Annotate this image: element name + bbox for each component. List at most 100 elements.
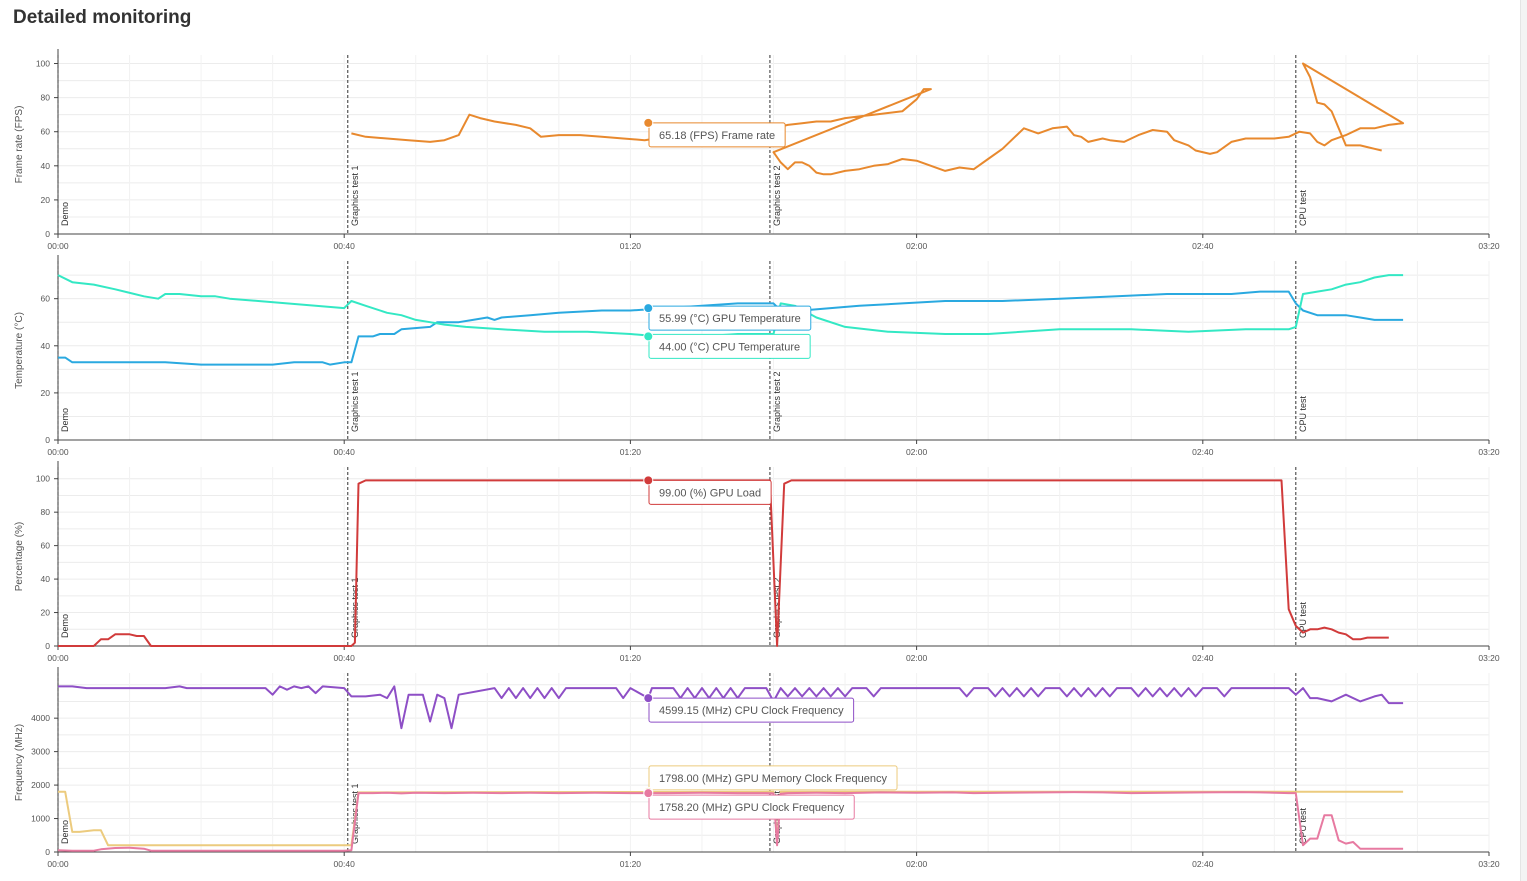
tooltip: 55.99 (°C) GPU Temperature <box>648 305 812 331</box>
y-tick-label: 2000 <box>31 780 50 790</box>
test-marker-label: CPU test <box>1298 807 1308 844</box>
tooltip-box <box>648 122 786 148</box>
y-tick-label: 20 <box>41 608 51 618</box>
y-tick-label: 20 <box>41 195 51 205</box>
x-tick-label: 03:20 <box>1478 241 1500 251</box>
y-tick-label: 60 <box>41 294 51 304</box>
x-tick-label: 01:20 <box>620 447 642 457</box>
chart-fps: 0 20 40 60 80 100 00:00 00:40 01:20 02:00 02:40 03:… <box>14 49 1500 251</box>
tooltip-box <box>648 697 855 723</box>
series-line-gpu-load <box>58 479 1389 647</box>
hover-point <box>643 788 654 799</box>
x-tick-label: 02:00 <box>906 859 928 869</box>
x-tick-label: 02:40 <box>1192 859 1214 869</box>
y-axis-label: Percentage (%) <box>14 522 25 591</box>
y-tick-label: 60 <box>41 127 51 137</box>
x-tick-label: 03:20 <box>1478 859 1500 869</box>
tooltip-box <box>648 794 855 820</box>
hover-point <box>643 331 654 342</box>
hover-point <box>643 117 654 128</box>
chart-temperature: 0 20 40 60 00:00 00:40 01:20 02:00 02:40 03:20 Tem… <box>14 255 1500 457</box>
test-marker-label: CPU test <box>1298 395 1308 432</box>
test-marker-label: CPU test <box>1298 189 1308 226</box>
tooltip-text: 55.99 (°C) GPU Temperature <box>659 313 801 325</box>
test-marker-label: Graphics test 2 <box>772 577 782 638</box>
test-marker-label: Demo <box>60 408 70 432</box>
y-tick-label: 0 <box>45 641 50 651</box>
page-scrollbar[interactable] <box>1520 0 1527 881</box>
y-tick-label: 3000 <box>31 747 50 757</box>
tooltip-box <box>648 333 811 359</box>
hover-point <box>643 475 654 486</box>
test-marker-label: CPU test <box>1298 601 1308 638</box>
x-tick-label: 00:40 <box>334 653 356 663</box>
y-tick-label: 40 <box>41 341 51 351</box>
y-tick-label: 40 <box>41 574 51 584</box>
test-marker-label: Demo <box>60 614 70 638</box>
tooltip-text: 4599.15 (MHz) CPU Clock Frequency <box>659 705 844 717</box>
x-tick-label: 00:00 <box>47 447 69 457</box>
y-axis-label: Frequency (MHz) <box>14 724 25 801</box>
tooltip-box <box>648 765 898 791</box>
y-tick-label: 100 <box>36 59 50 69</box>
tooltip-text: 1798.00 (MHz) GPU Memory Clock Frequency <box>659 773 888 785</box>
chart-frequency: 0 1000 2000 3000 4000 00:00 00:40 01:20 02:00 02:… <box>14 667 1500 869</box>
y-tick-label: 100 <box>36 474 50 484</box>
y-tick-label: 40 <box>41 161 51 171</box>
tooltip-text: 44.00 (°C) CPU Temperature <box>659 341 800 353</box>
x-tick-label: 02:00 <box>906 241 928 251</box>
hover-point <box>643 693 654 704</box>
y-tick-label: 1000 <box>31 814 50 824</box>
test-marker-label: Graphics test 1 <box>350 165 360 226</box>
tooltip: 65.18 (FPS) Frame rate <box>648 122 786 148</box>
y-tick-label: 80 <box>41 507 51 517</box>
y-axis-label: Frame rate (FPS) <box>14 106 25 184</box>
series-line-cpu-temperature <box>57 274 1404 338</box>
x-tick-label: 03:20 <box>1478 447 1500 457</box>
x-tick-label: 02:40 <box>1192 653 1214 663</box>
x-tick-label: 01:20 <box>620 859 642 869</box>
tooltip-text: 1758.20 (MHz) GPU Clock Frequency <box>659 802 845 814</box>
x-tick-label: 00:40 <box>334 241 356 251</box>
test-marker-label: Graphics test 1 <box>350 371 360 432</box>
test-marker-label: Graphics test 2 <box>772 165 782 226</box>
tooltip: 1798.00 (MHz) GPU Memory Clock Frequency <box>648 765 898 791</box>
x-tick-label: 00:40 <box>334 447 356 457</box>
x-tick-label: 03:20 <box>1478 653 1500 663</box>
y-tick-label: 60 <box>41 541 51 551</box>
page-title: Detailed monitoring <box>13 7 192 28</box>
tooltip: 99.00 (%) GPU Load <box>648 479 772 505</box>
y-axis-label: Temperature (°C) <box>14 312 25 389</box>
chart-gpu-load: 0 20 40 60 80 100 00:00 00:40 01:20 02:00 02:40 03:… <box>14 461 1500 663</box>
y-tick-label: 80 <box>41 93 51 103</box>
tooltip: 44.00 (°C) CPU Temperature <box>648 333 811 359</box>
y-tick-label: 4000 <box>31 713 50 723</box>
x-tick-label: 00:00 <box>47 241 69 251</box>
x-tick-label: 02:40 <box>1192 447 1214 457</box>
tooltip: 4599.15 (MHz) CPU Clock Frequency <box>648 697 855 723</box>
tooltip-text: 65.18 (FPS) Frame rate <box>659 130 775 142</box>
hover-point <box>643 303 654 314</box>
series-line-cpu-clock-frequency <box>58 685 1404 730</box>
series-line-gpu-temperature <box>58 290 1404 366</box>
y-tick-label: 20 <box>41 388 51 398</box>
tooltip-box <box>648 479 772 505</box>
x-tick-label: 01:20 <box>620 653 642 663</box>
y-tick-label: 0 <box>45 847 50 857</box>
tooltip-text: 99.00 (%) GPU Load <box>659 487 761 499</box>
x-tick-label: 00:00 <box>47 653 69 663</box>
tooltip-box <box>648 305 812 331</box>
test-marker-label: Demo <box>60 202 70 226</box>
test-marker-label: Graphics test 2 <box>772 371 782 432</box>
tooltip: 1758.20 (MHz) GPU Clock Frequency <box>648 794 855 820</box>
y-tick-label: 0 <box>45 435 50 445</box>
y-tick-label: 0 <box>45 229 50 239</box>
x-tick-label: 00:40 <box>334 859 356 869</box>
series-line-gpu-clock-frequency <box>57 791 1404 852</box>
x-tick-label: 00:00 <box>47 859 69 869</box>
x-tick-label: 02:40 <box>1192 241 1214 251</box>
series-line-frame-rate <box>351 62 1405 176</box>
x-tick-label: 02:00 <box>906 653 928 663</box>
x-tick-label: 01:20 <box>620 241 642 251</box>
